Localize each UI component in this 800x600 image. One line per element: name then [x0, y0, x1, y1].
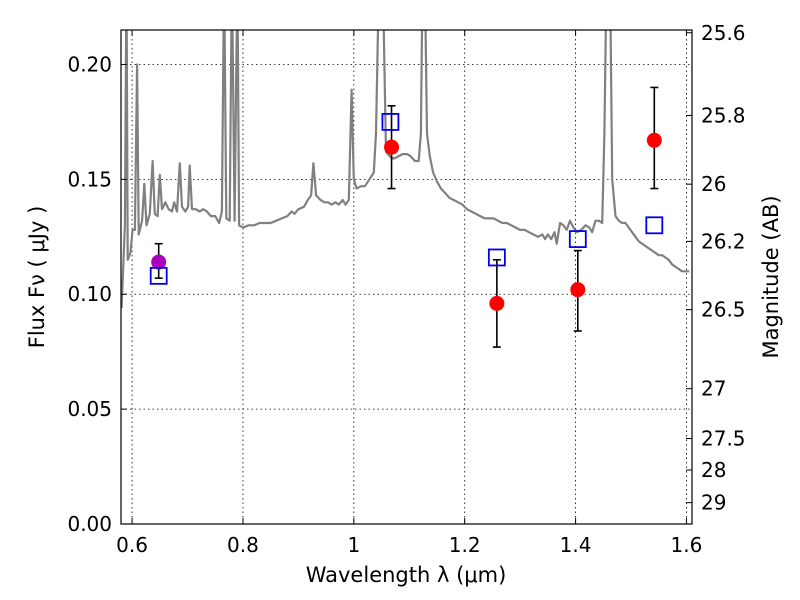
y-axis-label: Flux Fν ( μJy )	[25, 206, 49, 349]
right-tick-label: 29	[701, 491, 726, 515]
plot-background	[121, 30, 692, 524]
right-tick-label: 28	[701, 458, 726, 482]
photometry-point	[151, 254, 167, 270]
y-tick-label: 0.15	[67, 167, 112, 191]
y-tick-label: 0.00	[67, 512, 112, 536]
right-tick-label: 26	[701, 172, 726, 196]
tick-labels: 0.6 0.8 1 1.2 1.4 1.6 0.00 0.05 0.10 0.15 0.20 25.6…	[67, 21, 745, 557]
plot-frame	[120, 29, 693, 525]
x-tick-label: 0.6	[116, 533, 148, 557]
x-tick-label: 1.6	[671, 533, 703, 557]
model-square-marker	[568, 230, 587, 248]
spectrum-line	[121, 30, 690, 309]
model-square-marker	[381, 113, 400, 131]
model-spectrum	[121, 30, 690, 309]
photometry-point	[646, 132, 662, 148]
y-axis-right-label: Magnitude (AB)	[759, 195, 783, 358]
right-tick-label: 25.8	[701, 103, 746, 127]
x-axis-label: Wavelength λ (μm)	[306, 563, 507, 587]
photometry-point	[570, 282, 586, 298]
right-tick-label: 27.5	[701, 427, 746, 451]
x-tick-label: 1.4	[560, 533, 592, 557]
x-tick-label: 0.8	[227, 533, 259, 557]
model-square-marker	[645, 216, 664, 235]
y-tick-label: 0.05	[67, 397, 112, 421]
x-tick-label: 1.2	[449, 533, 481, 557]
right-tick-label: 26.5	[701, 298, 746, 322]
model-square-marker	[149, 266, 168, 285]
data-points	[149, 86, 664, 348]
y-tick-label: 0.10	[67, 282, 112, 306]
right-tick-label: 26.2	[701, 229, 746, 253]
model-square-marker	[487, 248, 506, 267]
x-tick-label: 1	[347, 533, 360, 557]
photometry-point	[489, 295, 505, 311]
y-tick-label: 0.20	[67, 52, 112, 76]
right-tick-label: 27	[701, 377, 726, 401]
photometry-point	[384, 139, 400, 155]
right-tick-label: 25.6	[701, 21, 746, 45]
axis-ticks	[121, 30, 692, 525]
